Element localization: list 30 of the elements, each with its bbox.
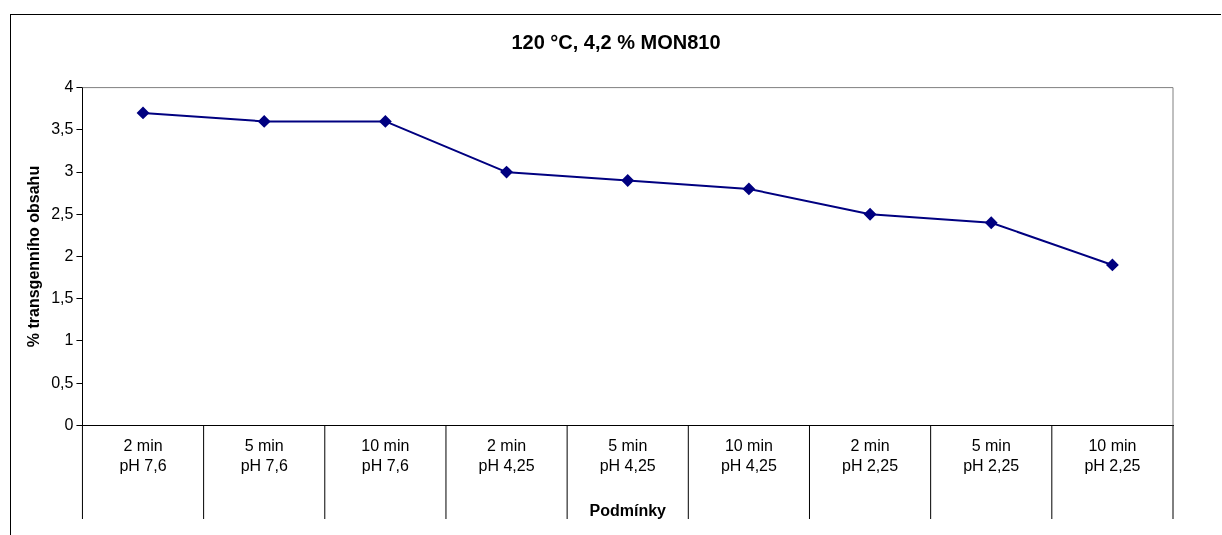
y-axis-title: % transgenního obsahu — [25, 165, 43, 348]
y-tick-label: 2 — [64, 246, 74, 264]
x-tick-label: 10 min pH 7,6 — [361, 437, 410, 474]
chart-title: 120 °C, 4,2 % MON810 — [510, 31, 722, 54]
point — [137, 106, 150, 119]
y-tick-label: 4 — [64, 78, 74, 96]
x-tick-label: 2 min pH 4,25 — [478, 437, 535, 474]
point — [500, 166, 513, 179]
y-tick-label: 0 — [64, 415, 74, 433]
x-tick-label: 5 min pH 2,25 — [963, 437, 1020, 474]
x-tick-label: 2 min pH 2,25 — [842, 437, 899, 474]
point — [258, 115, 271, 128]
x-tick-label: 10 min pH 4,25 — [720, 437, 778, 474]
x-tick-label: 10 min pH 2,25 — [1084, 437, 1141, 474]
point — [742, 182, 755, 195]
y-tick-label: 2,5 — [51, 204, 74, 222]
y-tick-label: 3,5 — [51, 120, 74, 138]
y-tick-label: 1 — [64, 331, 74, 349]
point — [1106, 258, 1119, 271]
point — [621, 174, 634, 187]
point — [379, 115, 392, 128]
x-tick-label: 5 min pH 7,6 — [240, 437, 288, 474]
x-tick-label: 5 min pH 4,25 — [599, 437, 656, 474]
point — [985, 216, 998, 229]
x-axis-title: Podmínky — [589, 501, 667, 519]
y-tick-label: 0,5 — [51, 373, 74, 391]
y-tick-label: 1,5 — [51, 289, 74, 307]
point — [864, 208, 877, 221]
x-tick-label: 2 min pH 7,6 — [119, 437, 167, 474]
y-tick-label: 3 — [64, 162, 74, 180]
